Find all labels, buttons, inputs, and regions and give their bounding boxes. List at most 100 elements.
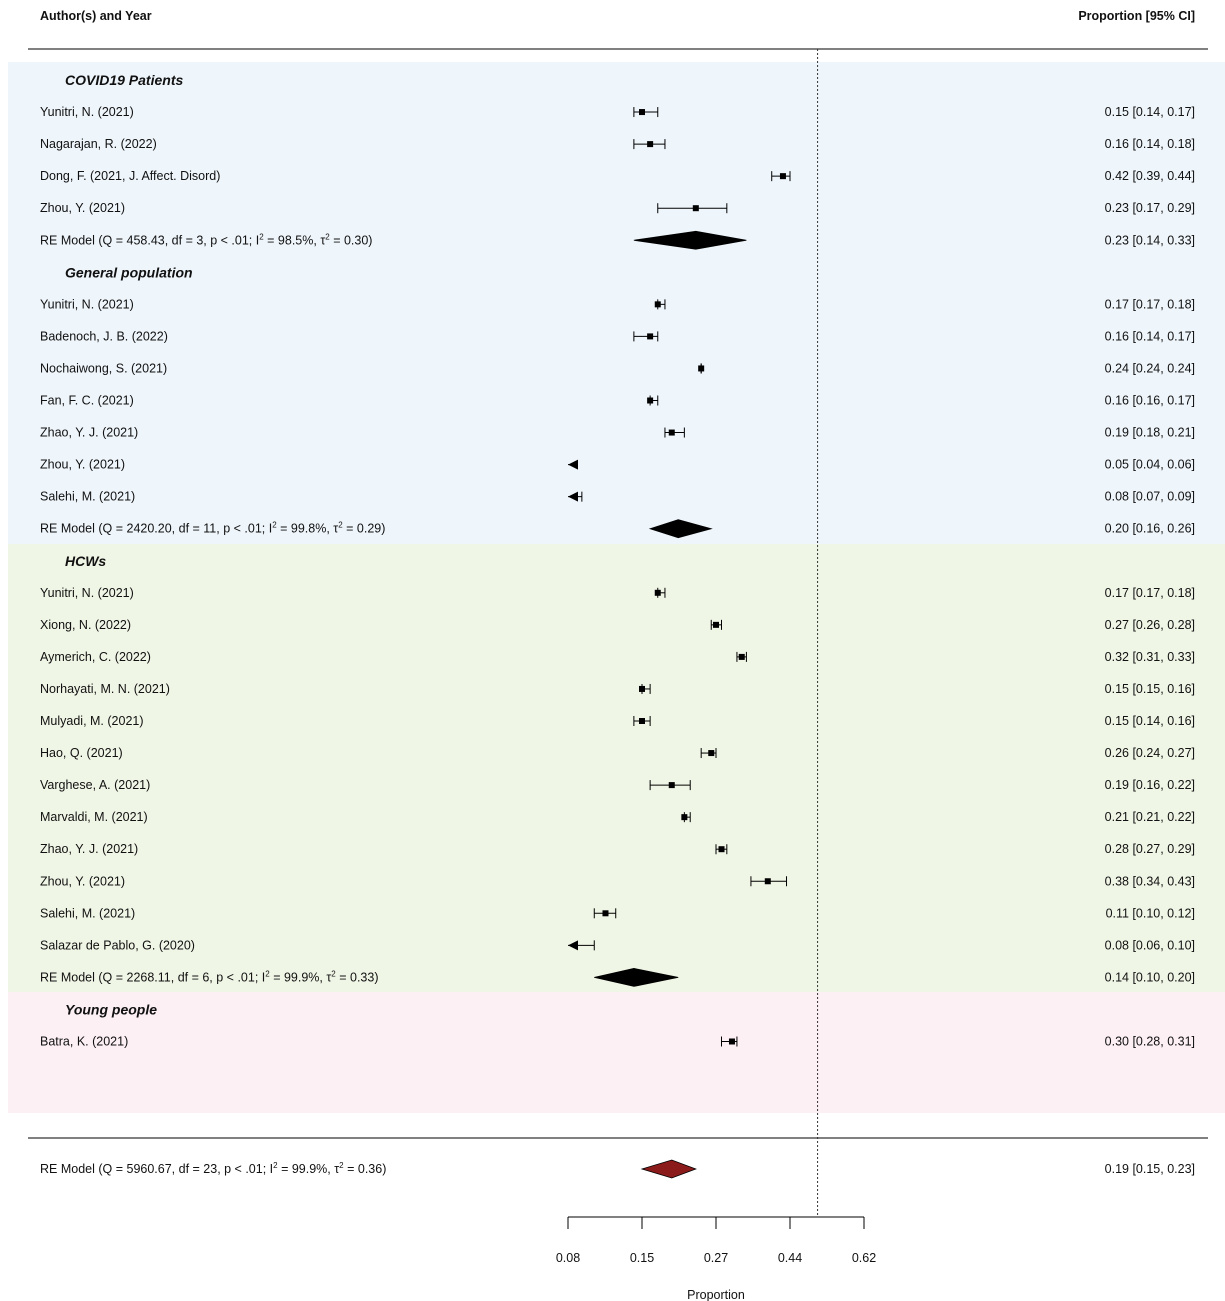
point-estimate [654,589,661,596]
axis-tick-label: 0.15 [630,1251,654,1265]
study-label: Marvaldi, M. (2021) [40,810,148,824]
study-ci-text: 0.16 [0.16, 0.17] [1105,394,1195,408]
axis-tick-label: 0.44 [778,1251,802,1265]
study-ci-text: 0.05 [0.04, 0.06] [1105,458,1195,472]
study-label: Salehi, M. (2021) [40,906,135,920]
point-estimate [681,814,688,821]
study-label: Batra, K. (2021) [40,1035,128,1049]
overall-model-label: RE Model (Q = 5960.67, df = 23, p < .01;… [40,1161,386,1176]
group-title: Young people [65,1001,157,1017]
group-model-ci-text: 0.23 [0.14, 0.33] [1105,233,1195,247]
study-label: Yunitri, N. (2021) [40,297,134,311]
group-summary-diamond [648,519,713,539]
study-label: Yunitri, N. (2021) [40,586,134,600]
point-estimate [708,750,715,757]
point-estimate [668,782,675,789]
study-label: Nochaiwong, S. (2021) [40,361,167,375]
ci-arrow [568,940,578,951]
study-ci-text: 0.15 [0.15, 0.16] [1105,682,1195,696]
band-hcws [8,544,1225,992]
band-covid19-patients [8,62,1225,255]
axis-tick-label: 0.62 [852,1251,876,1265]
study-label: Badenoch, J. B. (2022) [40,329,168,343]
group-model-label: RE Model (Q = 2268.11, df = 6, p < .01; … [40,969,379,984]
point-estimate [779,173,786,180]
study-ci-text: 0.23 [0.17, 0.29] [1105,201,1195,215]
study-ci-text: 0.08 [0.07, 0.09] [1105,490,1195,504]
point-estimate [639,718,645,724]
group-model-ci-text: 0.14 [0.10, 0.20] [1105,970,1195,984]
study-label: Mulyadi, M. (2021) [40,714,144,728]
group-summary-diamond [633,230,747,250]
point-estimate [728,1038,735,1045]
overall-summary-diamond [640,1159,697,1179]
group-title: General population [65,264,193,280]
study-label: Salazar de Pablo, G. (2020) [40,938,195,952]
study-ci-text: 0.08 [0.06, 0.10] [1105,938,1195,952]
header-left: Author(s) and Year [40,9,152,23]
point-estimate [647,141,654,148]
point-estimate [718,846,725,853]
group-summary-diamond [594,967,679,987]
study-ci-text: 0.17 [0.17, 0.18] [1105,297,1195,311]
study-ci-text: 0.19 [0.16, 0.22] [1105,778,1195,792]
study-label: Varghese, A. (2021) [40,778,150,792]
point-estimate [698,365,705,372]
group-title: HCWs [65,553,106,569]
group-model-ci-text: 0.20 [0.16, 0.26] [1105,522,1195,536]
study-label: Xiong, N. (2022) [40,618,131,632]
group-model-label: RE Model (Q = 458.43, df = 3, p < .01; I… [40,232,372,247]
study-label: Yunitri, N. (2021) [40,105,134,119]
study-ci-text: 0.16 [0.14, 0.18] [1105,137,1195,151]
point-estimate [647,333,654,340]
study-label: Zhou, Y. (2021) [40,201,125,215]
study-ci-text: 0.32 [0.31, 0.33] [1105,650,1195,664]
study-ci-text: 0.30 [0.28, 0.31] [1105,1035,1195,1049]
study-label: Zhao, Y. J. (2021) [40,426,138,440]
axis-tick-label: 0.08 [556,1251,580,1265]
study-ci-text: 0.11 [0.10, 0.12] [1106,906,1195,920]
band-general-population [8,255,1225,544]
group-model-label: RE Model (Q = 2420.20, df = 11, p < .01;… [40,521,385,536]
study-label: Zhou, Y. (2021) [40,458,125,472]
study-label: Hao, Q. (2021) [40,746,123,760]
point-estimate [602,910,609,917]
study-label: Fan, F. C. (2021) [40,394,134,408]
study-ci-text: 0.28 [0.27, 0.29] [1105,842,1195,856]
header-right: Proportion [95% CI] [1078,9,1195,23]
ci-arrow [568,459,578,470]
x-axis-label: Proportion [687,1288,745,1301]
study-label: Norhayati, M. N. (2021) [40,682,170,696]
point-estimate [738,653,745,660]
study-label: Zhao, Y. J. (2021) [40,842,138,856]
point-estimate [639,109,645,116]
point-estimate [654,301,661,308]
ci-arrow [568,491,578,502]
study-label: Salehi, M. (2021) [40,490,135,504]
x-axis: 0.08 0.15 0.27 0.44 0.62 Proportion [556,1216,876,1301]
study-ci-text: 0.27 [0.26, 0.28] [1105,618,1195,632]
study-ci-text: 0.24 [0.24, 0.24] [1105,361,1195,375]
study-ci-text: 0.21 [0.21, 0.22] [1105,810,1195,824]
point-estimate [713,621,719,628]
overall-model-ci-text: 0.19 [0.15, 0.23] [1105,1162,1195,1176]
point-estimate [764,878,771,885]
study-ci-text: 0.38 [0.34, 0.43] [1105,874,1195,888]
point-estimate [668,429,675,436]
study-ci-text: 0.17 [0.17, 0.18] [1105,586,1195,600]
study-label: Dong, F. (2021, J. Affect. Disord) [40,169,220,183]
forest-rows: COVID19 Patients Yunitri, N. (2021) 0.15 [… [40,72,1195,1179]
band-young-people [8,992,1225,1113]
point-estimate [692,205,699,212]
study-label: Nagarajan, R. (2022) [40,137,157,151]
point-estimate [639,685,645,692]
study-ci-text: 0.26 [0.24, 0.27] [1105,746,1195,760]
study-ci-text: 0.19 [0.18, 0.21] [1105,426,1195,440]
group-title: COVID19 Patients [65,72,183,88]
study-ci-text: 0.15 [0.14, 0.16] [1105,714,1195,728]
study-ci-text: 0.42 [0.39, 0.44] [1105,169,1195,183]
study-ci-text: 0.15 [0.14, 0.17] [1105,105,1195,119]
study-label: Aymerich, C. (2022) [40,650,151,664]
study-label: Zhou, Y. (2021) [40,874,125,888]
